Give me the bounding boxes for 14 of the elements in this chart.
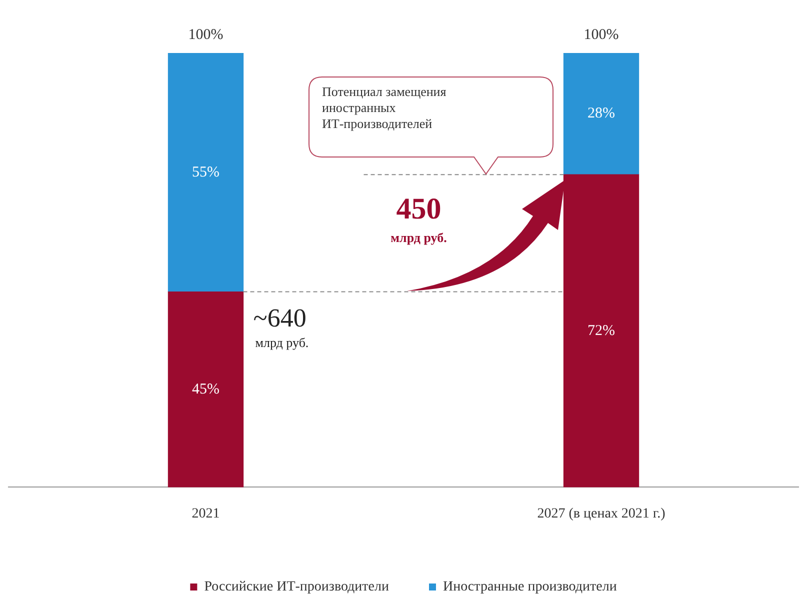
legend-label: Иностранные производители (442, 580, 618, 595)
data-label: 72% (588, 322, 615, 339)
x-tick-label: 2021 (192, 506, 220, 522)
annotation: Потенциал замещения иностранных ИТ-производителей (322, 84, 446, 131)
data-label: 45% (192, 381, 220, 398)
x-tick-label: 2027 (в ценах 2021 г.) (537, 506, 666, 522)
data-label: 28% (588, 106, 615, 122)
total-label: 100% (188, 26, 224, 43)
legend-label: Российские ИТ-производители (204, 580, 390, 595)
annotation: 450 млрд руб. (390, 192, 447, 245)
speech-bubble: Потенциал замещения иностранных ИТ-производителей (308, 76, 554, 176)
total-label: 100% (584, 26, 619, 43)
annotation: ~640 млрд руб. (253, 304, 309, 350)
data-label: 55% (192, 164, 220, 180)
